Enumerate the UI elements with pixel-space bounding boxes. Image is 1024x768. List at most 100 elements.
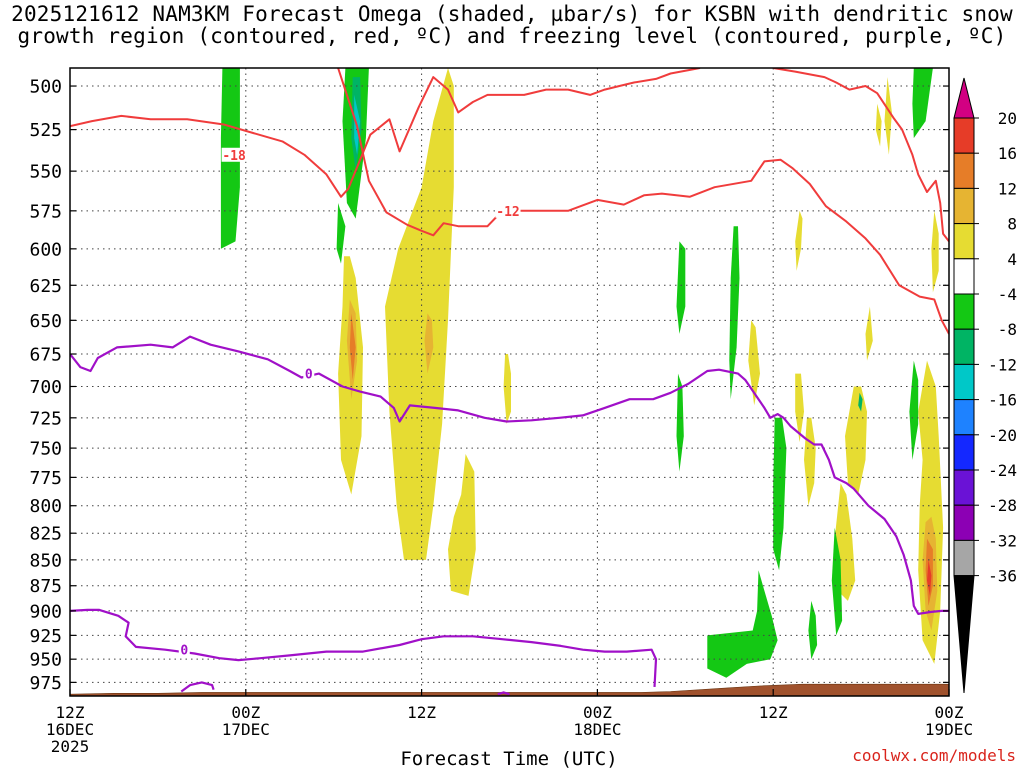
y-tick-label: 725 (29, 408, 62, 429)
colorbar-segment (953, 223, 975, 260)
contour-label-3: 0 (305, 368, 313, 383)
colorbar-label: 4 (1007, 250, 1017, 269)
omega-area-29 (831, 527, 843, 636)
y-tick-label: 900 (29, 601, 62, 622)
omega-area-10 (845, 386, 867, 495)
credit-text: coolwx.com/models (852, 746, 1016, 765)
colorbar-label: -4 (998, 285, 1017, 304)
freezing-level-contour-4 (70, 608, 658, 687)
y-tick-label: 750 (29, 439, 62, 460)
contour-label-0: -18 (222, 149, 246, 164)
colorbar: 20 16 12 8 4 -4 -8 -12 -16 -20 -24 -28 -32 -36 (953, 77, 1017, 694)
y-tick-label: 600 (29, 239, 62, 260)
y-tick-label: 525 (29, 120, 62, 141)
omega-area-3 (448, 454, 476, 596)
omega-area-15 (931, 210, 939, 293)
colorbar-segment (953, 434, 975, 471)
y-axis: 500 525 550 575 600 625 650 675 700 725 750 775 800 8… (29, 77, 949, 694)
contour-label-4: 0 (180, 644, 188, 659)
chart-title-line1: 2025121612 NAM3KM Forecast Omega (shaded… (11, 2, 1013, 26)
x-tick-label: 12Z (56, 703, 85, 722)
y-tick-label: 550 (29, 162, 62, 183)
y-tick-label: 850 (29, 550, 62, 571)
x-tick-label: 00Z (935, 703, 964, 722)
grid-layer (70, 68, 949, 696)
x-tick-label: 00Z (583, 703, 612, 722)
y-tick-label: 875 (29, 576, 62, 597)
omega-area-25 (676, 241, 686, 334)
x-tick-label: 00Z (231, 703, 260, 722)
omega-area-26 (676, 373, 684, 472)
y-tick-label: 500 (29, 77, 62, 98)
y-tick-label: 800 (29, 496, 62, 517)
colorbar-segment (953, 469, 975, 506)
colorbar-label: -16 (988, 391, 1017, 410)
colorbar-segment (953, 539, 975, 577)
x-tick-label: 18DEC (573, 720, 621, 739)
chart-title-line2: growth region (contoured, red, ºC) and f… (17, 24, 1007, 48)
x-tick-label: 17DEC (222, 720, 270, 739)
colorbar-label: -20 (988, 426, 1017, 445)
y-tick-label: 975 (29, 673, 62, 694)
contour-label-layer: -18 -12 0 0 (178, 147, 521, 659)
colorbar-label: -32 (988, 531, 1017, 550)
colorbar-bottom-triangle (953, 575, 975, 694)
y-tick-label: 575 (29, 201, 62, 222)
colorbar-label: 12 (998, 179, 1017, 198)
contour-layer (70, 68, 949, 696)
y-tick-label: 650 (29, 311, 62, 332)
omega-area-6 (795, 210, 803, 271)
omega-area-2 (385, 68, 454, 560)
x-tick-label: 19DEC (925, 720, 973, 739)
y-tick-label: 825 (29, 524, 62, 545)
contour-label-bg (221, 147, 247, 162)
colorbar-segment (953, 328, 975, 365)
colorbar-label: -8 (998, 320, 1017, 339)
dgz-contour-1 (337, 68, 949, 335)
colorbar-segment (953, 152, 975, 189)
omega-area-5 (748, 320, 760, 406)
y-tick-label: 700 (29, 377, 62, 398)
omega-area-27 (729, 226, 740, 400)
colorbar-label: -28 (988, 496, 1017, 515)
omega-area-11 (865, 306, 873, 361)
y-tick-label: 775 (29, 468, 62, 489)
contour-label-1: -12 (496, 205, 519, 220)
y-tick-label: 675 (29, 345, 62, 366)
colorbar-label: 20 (998, 109, 1017, 128)
freezing-level-contour-5 (180, 681, 215, 693)
colorbar-segment (953, 258, 975, 295)
omega-area-8 (804, 417, 816, 506)
colorbar-label: -36 (988, 567, 1017, 586)
colorbar-top-triangle (953, 77, 975, 119)
terrain-layer (70, 683, 949, 696)
omega-area-13 (875, 103, 882, 147)
omega-area-30 (707, 570, 778, 678)
omega-area-12 (884, 77, 892, 155)
y-tick-label: 625 (29, 276, 62, 297)
omega-area-19 (349, 313, 356, 381)
colorbar-segment (953, 363, 975, 401)
colorbar-label: -24 (988, 461, 1017, 480)
omega-area-28 (773, 417, 787, 571)
dgz-contour-0 (70, 68, 701, 198)
plot-frame (69, 67, 950, 697)
y-tick-label: 925 (29, 626, 62, 647)
omega-area-33 (909, 360, 919, 460)
omega-area-4 (503, 354, 511, 424)
freezing-level-contour-6 (497, 691, 510, 696)
terrain-area (70, 683, 949, 696)
contour-label-bg (178, 642, 190, 657)
x-tick-label: 12Z (759, 703, 788, 722)
freezing-level-contour-3 (70, 335, 949, 615)
colorbar-segment (953, 293, 975, 330)
x-tick-label: 16DEC (46, 720, 94, 739)
omega-area-16 (424, 313, 434, 374)
x-tick-label: 2025 (51, 737, 90, 756)
contour-label-bg (495, 203, 521, 218)
contour-label-bg (303, 366, 315, 381)
omega-shading-layer (220, 68, 944, 678)
colorbar-label: 16 (998, 144, 1017, 163)
omega-area-24 (336, 203, 346, 264)
